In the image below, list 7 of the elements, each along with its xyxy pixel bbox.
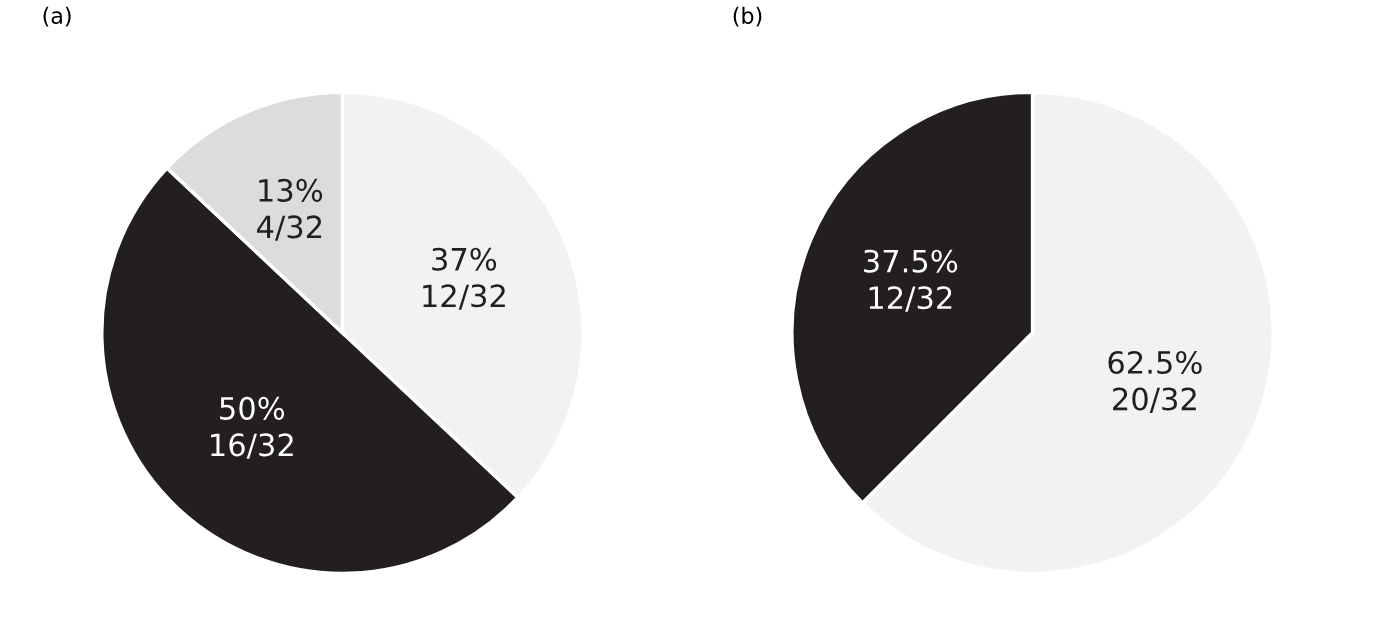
data-label: 62.5% 20/32: [1108, 350, 1202, 413]
data-label: 37.5% 12/32: [864, 249, 958, 312]
chart-title: (b): [733, 6, 762, 27]
chart-title: (a): [43, 6, 71, 27]
data-label: 13% 4/32: [257, 178, 323, 241]
data-label: 37% 12/32: [423, 247, 505, 310]
data-label: 50% 16/32: [211, 396, 293, 459]
